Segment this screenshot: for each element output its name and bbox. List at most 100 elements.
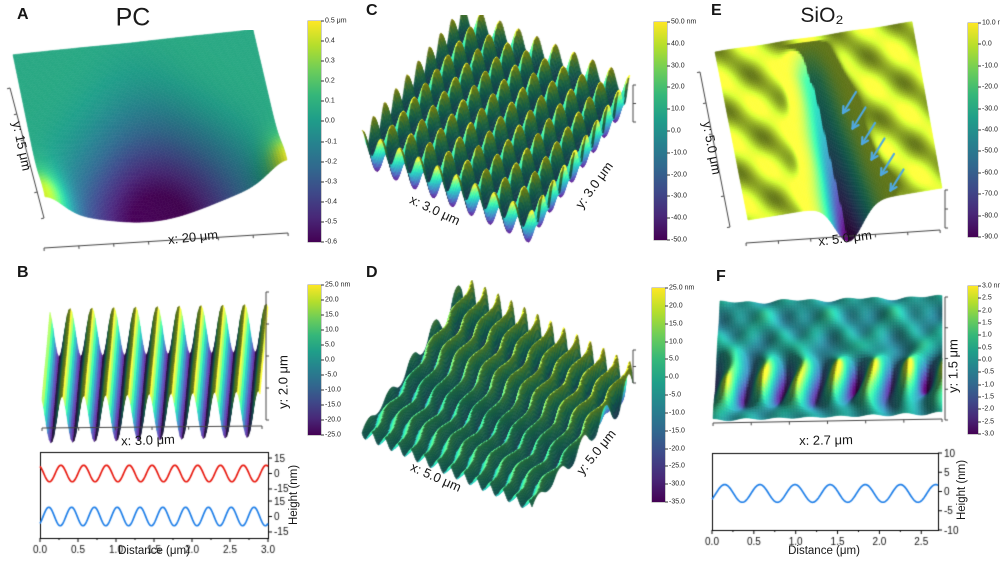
colorbar-tick-label: 10.0 (667, 106, 685, 113)
colorbar-tick-label: 0.5 (978, 344, 992, 351)
colorbar-tick-label: -30.0 (978, 105, 998, 112)
panel-b-3d-surface (30, 270, 300, 450)
panel-f-x-axis-label: x: 2.7 μm (799, 432, 853, 448)
colorbar-tick-label: 10.0 (321, 327, 339, 334)
colorbar-tick-label: 30.0 (667, 62, 685, 69)
colorbar-tick-label: 0.0 (667, 128, 681, 135)
colorbar-tick-label: 10.0 nm (978, 20, 1000, 27)
colorbar-tick-label: -30.0 (665, 481, 685, 488)
colorbar-tick-label: -0.5 (321, 218, 337, 225)
panel-c-colorbar-gradient (654, 22, 667, 240)
panel-e-colorbar-gradient (968, 23, 978, 237)
colorbar-tick-label: -0.3 (321, 178, 337, 185)
colorbar-tick-label: -10.0 (667, 149, 687, 156)
colorbar-tick-label: 1.5 (978, 320, 992, 327)
colorbar-tick-label: 5.0 (665, 356, 679, 363)
colorbar-tick-label: 2.0 (978, 307, 992, 314)
panel-a-colorbar: 0.5 μm 0.4 0.3 0.2 0.1 0.0 -0.1 -0.2 -0.3 -0.4 -0.… (308, 18, 347, 246)
panel-a-3d-surface (5, 30, 295, 260)
colorbar-tick-label: 0.2 (321, 78, 335, 85)
colorbar-tick-label: -10.0 (978, 62, 998, 69)
colorbar-tick-label: -1.0 (978, 381, 994, 388)
panel-b-y-axis-label: y: 2.0 μm (275, 355, 291, 409)
colorbar-tick-label: -90.0 (978, 234, 998, 241)
panel-f-colorbar-gradient (968, 286, 978, 434)
colorbar-tick-label: -60.0 (978, 169, 998, 176)
panel-b-colorbar-gradient (308, 285, 321, 435)
colorbar-tick-label: -50.0 (667, 237, 687, 244)
panel-letter-f: F (716, 268, 726, 285)
colorbar-tick-label: -20.0 (665, 445, 685, 452)
colorbar-tick-label: -20.0 (978, 84, 998, 91)
panel-d-3d-surface (350, 280, 650, 520)
panel-e-3d-surface (690, 20, 960, 255)
profile-b-x-axis-title: Distance (μm) (118, 545, 190, 557)
colorbar-tick-label: -25.0 (665, 463, 685, 470)
colorbar-tick-label: 0.1 (321, 98, 335, 105)
colorbar-tick-label: -30.0 (667, 193, 687, 200)
colorbar-tick-label: -40.0 (667, 215, 687, 222)
colorbar-tick-label: 40.0 (667, 40, 685, 47)
panel-a-colorbar-gradient (308, 21, 321, 242)
panel-f-line-profile-plot (698, 445, 960, 562)
colorbar-tick-label: 0.0 (321, 357, 335, 364)
colorbar-tick-label: -5.0 (321, 372, 337, 379)
colorbar-tick-label: -25.0 (321, 432, 341, 439)
colorbar-tick-label: -2.5 (978, 418, 994, 425)
panel-f-colorbar: 3.0 nm 2.5 2.0 1.5 1.0 0.5 0.0 -0.5 -1.0 -1.5 -2.0… (968, 283, 1000, 438)
panel-c-3d-surface (345, 15, 645, 245)
panel-d-colorbar-gradient (652, 288, 665, 502)
colorbar-tick-label: 25.0 nm (665, 285, 694, 292)
colorbar-tick-label: 10.0 (665, 338, 683, 345)
panel-letter-b: B (17, 264, 29, 281)
panel-b-colorbar: 25.0 nm 20.0 15.0 10.0 5.0 0.0 -5.0 -10.0 -15.0 -… (308, 282, 350, 439)
material-title-sio2: SiO₂ (800, 4, 844, 27)
colorbar-tick-label: -15.0 (321, 402, 341, 409)
colorbar-tick-label: 15.0 (665, 320, 683, 327)
panel-letter-d: D (366, 264, 378, 281)
colorbar-tick-label: -2.0 (978, 406, 994, 413)
colorbar-tick-label: 0.0 (321, 118, 335, 125)
colorbar-tick-label: -1.5 (978, 394, 994, 401)
colorbar-tick-label: 25.0 nm (321, 282, 350, 289)
panel-d-colorbar: 25.0 nm 20.0 15.0 10.0 5.0 0.0 -5.0 -10.0 -15.0 -… (652, 285, 694, 506)
colorbar-tick-label: 20.0 (665, 302, 683, 309)
colorbar-tick-label: 50.0 nm (667, 19, 696, 26)
panel-b-x-axis-label: x: 3.0 μm (120, 431, 176, 449)
colorbar-tick-label: 0.0 (665, 374, 679, 381)
colorbar-tick-label: -20.0 (667, 171, 687, 178)
colorbar-tick-label: 0.5 μm (321, 18, 347, 25)
colorbar-tick-label: -0.6 (321, 239, 337, 246)
material-title-pc: PC (115, 3, 151, 32)
panel-letter-e: E (711, 2, 722, 19)
colorbar-tick-label: 15.0 (321, 312, 339, 319)
colorbar-tick-label: 0.0 (978, 357, 992, 364)
colorbar-tick-label: -70.0 (978, 191, 998, 198)
colorbar-tick-label: -35.0 (665, 499, 685, 506)
colorbar-tick-label: -80.0 (978, 212, 998, 219)
colorbar-tick-label: -0.5 (978, 369, 994, 376)
panel-f-3d-surface (700, 285, 958, 435)
panel-e-colorbar: 10.0 nm 0.0 -10.0 -20.0 -30.0 -40.0 -50.0 -60.0… (968, 20, 1000, 241)
colorbar-tick-label: -3.0 (978, 431, 994, 438)
colorbar-tick-label: -15.0 (665, 427, 685, 434)
colorbar-tick-label: -0.4 (321, 198, 337, 205)
panel-letter-a: A (17, 6, 29, 23)
panel-c-colorbar: 50.0 nm 40.0 30.0 20.0 10.0 0.0 -10.0 -20.0 -30.… (654, 19, 696, 244)
colorbar-tick-label: -10.0 (321, 387, 341, 394)
colorbar-tick-label: 0.0 (978, 41, 992, 48)
colorbar-tick-label: 3.0 nm (978, 283, 1000, 290)
colorbar-tick-label: 0.4 (321, 38, 335, 45)
profile-f-y-axis-title: Height (nm) (956, 459, 968, 521)
colorbar-tick-label: -0.2 (321, 158, 337, 165)
colorbar-tick-label: -50.0 (978, 148, 998, 155)
profile-b-y-axis-title: Height (nm) (288, 464, 300, 526)
panel-f-y-axis-label: y: 1.5 μm (945, 339, 961, 393)
colorbar-tick-label: -5.0 (665, 392, 681, 399)
colorbar-tick-label: -0.1 (321, 138, 337, 145)
profile-f-x-axis-title: Distance (μm) (788, 545, 860, 557)
colorbar-tick-label: 20.0 (667, 84, 685, 91)
colorbar-tick-label: 1.0 (978, 332, 992, 339)
colorbar-tick-label: -10.0 (665, 409, 685, 416)
